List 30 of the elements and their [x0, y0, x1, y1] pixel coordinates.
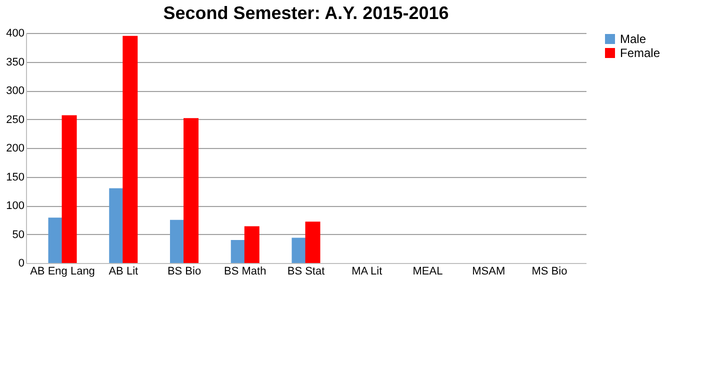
bar: [244, 226, 260, 263]
x-tick-label: MA Lit: [352, 266, 382, 278]
x-tick-label: AB Eng Lang: [30, 266, 95, 278]
y-tick-label: 100: [6, 200, 24, 212]
bar: [62, 115, 77, 263]
bar: [109, 188, 124, 263]
legend-label: Female: [620, 46, 660, 60]
bar: [292, 238, 307, 263]
x-tick-label: MS Bio: [532, 266, 568, 278]
bar: [305, 222, 320, 263]
x-tick-label: BS Bio: [167, 266, 202, 278]
bar: [184, 118, 199, 263]
legend-label: Male: [620, 32, 646, 46]
y-tick-label: 200: [6, 142, 24, 154]
bar: [122, 36, 138, 263]
y-tick-label: 350: [6, 56, 24, 68]
y-tick-label: 50: [12, 228, 24, 241]
bar: [230, 240, 246, 263]
y-tick-label: 250: [6, 114, 24, 126]
bar: [170, 220, 185, 263]
y-tick-label: 150: [6, 171, 24, 184]
y-tick-label: 400: [6, 28, 24, 40]
y-tick-label: 300: [6, 85, 24, 97]
x-tick-label: BS Math: [224, 266, 266, 278]
x-tick-label: MEAL: [412, 266, 443, 278]
x-tick-label: MSAM: [472, 266, 506, 278]
chart-title: Second Semester: A.Y. 2015-2016: [163, 3, 449, 23]
y-tick-label: 0: [18, 258, 24, 270]
x-tick-label: BS Stat: [287, 266, 325, 278]
x-tick-label: AB Lit: [108, 266, 138, 278]
